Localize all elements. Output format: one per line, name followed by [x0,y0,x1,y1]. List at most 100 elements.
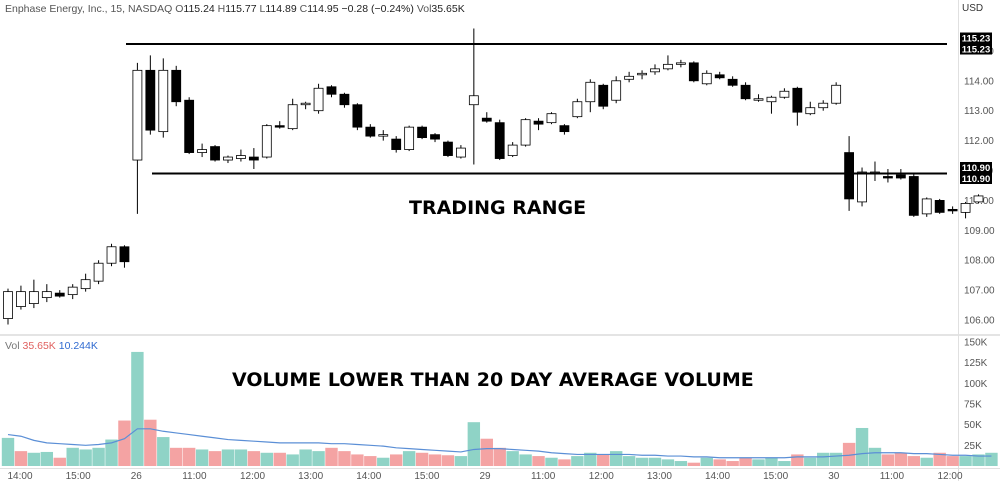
volume-ma-value: 10.244K [58,340,98,352]
volume-bar [597,454,610,466]
time-axis-tick: 12:00 [937,471,962,481]
time-axis-tick: 11:00 [182,471,207,481]
candle-body [313,87,324,112]
volume-bar [351,454,364,466]
volume-bar [14,451,28,466]
candle-body [28,291,39,304]
volume-bar [571,456,584,466]
volume-bar [687,462,701,466]
candle-body [404,126,415,150]
candle-body [857,171,867,203]
time-axis-tick: 29 [479,471,491,481]
price-level-label: 110.90 [962,174,991,185]
candle-body [611,80,622,101]
candle-body [197,149,208,153]
symbol-legend: Enphase Energy, Inc., 15, NASDAQ O115.24… [5,3,465,15]
price-level-badge [960,162,992,173]
volume-bar [804,457,817,466]
volume-ma-line [7,428,992,459]
volume-bar [273,452,286,466]
time-axis-tick: 15:00 [763,471,788,481]
candle-body [158,69,169,133]
volume-bar [609,451,623,466]
volume-bar [157,437,170,466]
volume-bar [532,456,545,466]
candle-body [352,104,363,128]
volume-bar [972,454,985,466]
volume-bar [558,459,571,466]
volume-bar [247,451,261,466]
candle-body [417,126,427,139]
candle-body [481,117,492,122]
candle-body [650,68,660,73]
candle-body [468,95,479,106]
volume-bar [752,459,765,466]
volume-axis-tick: 125K [964,358,988,369]
candle-body [236,155,246,159]
volume-bar [144,419,157,466]
change-value: −0.28 (−0.24%) [341,3,414,15]
volume-bar [726,461,739,466]
time-axis-tick: 15:00 [66,471,91,481]
volume-bar [338,451,351,466]
volume-bar [105,439,118,466]
candle-body [184,99,195,153]
volume-bar [881,454,895,466]
time-axis-tick: 11:00 [880,471,905,481]
candle-body [145,69,156,131]
volume-bar [778,461,791,466]
volume-bar [519,454,532,466]
volume-bar [959,456,972,466]
volume-bar [480,438,493,466]
volume-bar [842,442,856,466]
volume-bar [661,459,675,466]
volume-bar [377,457,390,466]
candle-body [520,119,531,146]
candle-body [792,87,803,113]
volume-bar [933,452,946,466]
volume-bar [713,459,726,466]
candle-body [80,279,91,290]
price-level-label: 115.23 [962,34,991,45]
price-axis-tick: 108.00 [964,256,995,267]
candle-body [598,84,609,107]
candle-body [805,107,816,115]
volume-annotation: VOLUME LOWER THAN 20 DAY AVERAGE VOLUME [232,369,754,391]
volume-bar [27,452,41,466]
candle-body [223,156,233,161]
time-axis-tick: 14:00 [7,471,32,481]
candle-body [624,75,635,80]
candle-body [67,286,78,296]
candle-body [753,98,764,101]
volume-bar [765,457,778,466]
currency-label[interactable]: USD [962,3,984,14]
candle-body [455,147,466,158]
price-level-badge [960,32,992,44]
volume-bar [817,452,830,466]
volume-bars [1,351,998,466]
candle-body [585,81,596,103]
time-axis-tick: 12:00 [240,471,265,481]
volume-bar [390,454,403,466]
candle-body [443,141,453,156]
time-axis-tick: 15:00 [414,471,439,481]
volume-bar [234,449,248,466]
volume-bar [467,422,481,466]
candle-body [779,90,790,98]
candle-body [572,101,583,118]
volume-axis-tick: 150K [964,338,988,349]
candle-body [533,120,544,125]
candle-body [973,195,984,203]
candle-body [844,152,854,200]
price-axis-tick: 109.00 [964,226,995,237]
candle-body [934,200,945,213]
volume-bar [286,454,299,466]
volume-axis-tick: 75K [964,400,982,411]
volume-legend-label: Vol [5,340,20,352]
candle-body [921,198,932,215]
candle-body [339,93,350,106]
volume-axis-tick: 100K [964,379,988,390]
volume-bar [739,457,752,466]
volume-bar [907,456,920,466]
